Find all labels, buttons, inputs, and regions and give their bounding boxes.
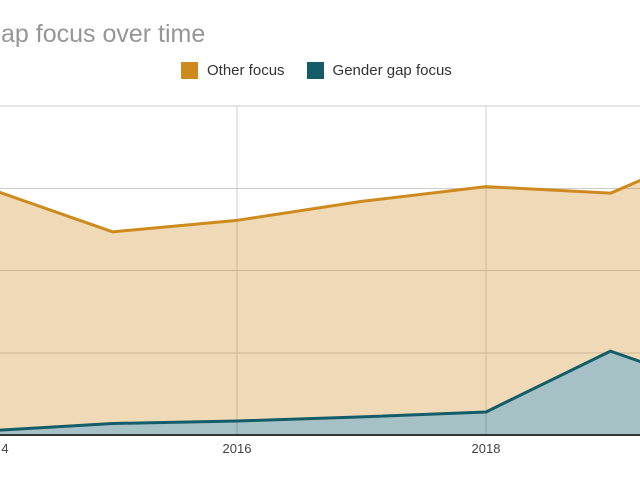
legend-label-gender-gap-focus: Gender gap focus <box>332 62 452 79</box>
other-focus-swatch-icon <box>181 62 198 79</box>
x-axis-tick-label: 2018 <box>472 441 501 456</box>
gender-gap-focus-area[interactable] <box>0 351 640 435</box>
gender-gap-focus-swatch-icon <box>306 62 324 79</box>
legend-label-other-focus: Other focus <box>207 62 285 79</box>
legend: Other focus Gender gap focus <box>181 62 452 79</box>
x-axis-tick-label: 4 <box>1 441 8 456</box>
gender-gap-focus-line[interactable] <box>0 349 640 432</box>
chart-title: ap focus over time <box>1 20 206 48</box>
legend-item-other-focus: Other focus <box>181 62 285 79</box>
x-axis-tick-label: 2016 <box>223 441 252 456</box>
legend-item-gender-gap-focus: Gender gap focus <box>306 62 452 79</box>
other-focus-line[interactable] <box>0 140 640 234</box>
other-focus-area[interactable] <box>0 140 640 431</box>
